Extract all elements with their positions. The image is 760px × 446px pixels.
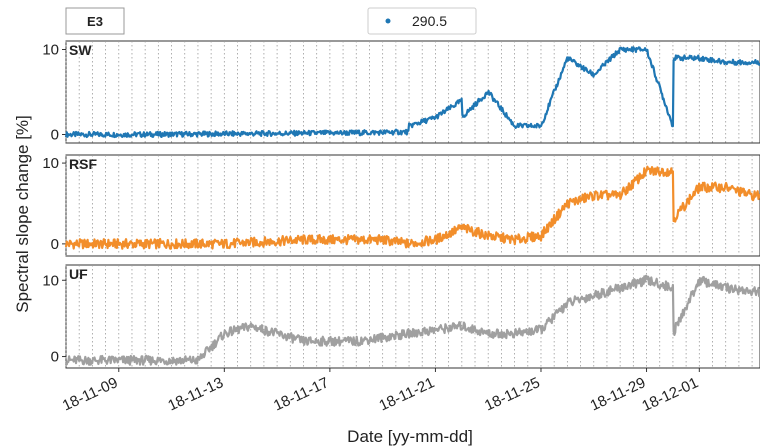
x-axis: 18-11-09 18-11-13 18-11-17 18-11-21 18-11-25… [60, 368, 701, 415]
y-tick-label: 0 [51, 349, 59, 366]
panel-label: SW [69, 42, 92, 58]
x-tick-label: 18-11-21 [377, 374, 438, 414]
series-line-rsf [64, 165, 760, 250]
legend: 290.5 [367, 7, 477, 35]
station-label: E3 [87, 14, 103, 29]
x-axis-title: Date [yy-mm-dd] [347, 427, 473, 446]
x-tick-label: 18-12-01 [639, 374, 701, 415]
y-tick-label: 10 [42, 42, 59, 59]
panel-rsf: 0 10 RSF [42, 154, 760, 257]
y-axis-title: Spectral slope change [%] [13, 115, 32, 313]
series-line-uf [65, 274, 760, 366]
series-line-sw [64, 46, 760, 139]
x-tick-label: 18-11-25 [482, 374, 543, 414]
station-label-box: E3 [65, 7, 125, 35]
y-tick-label: 10 [42, 155, 59, 172]
panel-label: UF [69, 266, 88, 282]
x-tick-label: 18-11-17 [271, 374, 332, 414]
panel-uf: 0 10 UF [42, 264, 760, 369]
panels-group: 0 10 SW 0 10 RSF 0 10 UF [42, 40, 760, 369]
legend-marker [385, 18, 391, 24]
y-tick-label: 10 [42, 272, 59, 289]
y-tick-label: 0 [51, 236, 59, 253]
panel-sw: 0 10 SW [42, 40, 760, 144]
x-tick-label: 18-11-29 [588, 374, 649, 414]
panel-label: RSF [69, 156, 97, 172]
legend-label: 290.5 [412, 13, 447, 29]
x-tick-label: 18-11-13 [165, 374, 226, 414]
x-tick-label: 18-11-09 [60, 374, 121, 414]
y-tick-label: 0 [51, 127, 59, 144]
